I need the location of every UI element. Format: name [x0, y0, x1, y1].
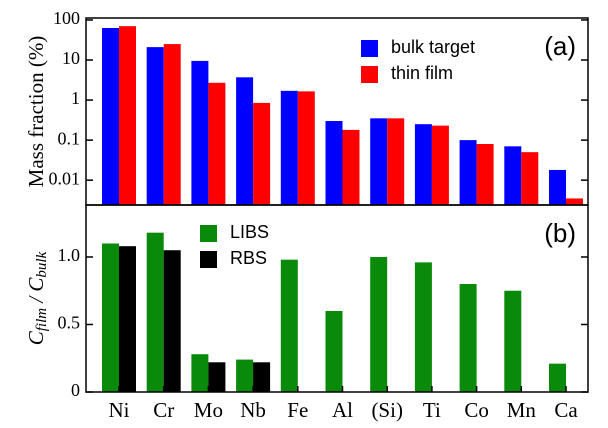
- bar: [163, 250, 181, 392]
- legend-label: RBS: [230, 248, 267, 268]
- y-axis-label-part: C: [24, 330, 48, 345]
- plot-frame: [85, 204, 589, 393]
- bar: [342, 129, 360, 205]
- bar: [566, 198, 583, 205]
- legend-label: thin film: [391, 63, 453, 83]
- bar: [521, 152, 539, 205]
- y-axis-label-part: bulk: [34, 251, 50, 277]
- bar: [476, 144, 494, 205]
- legend-swatch: [200, 225, 217, 242]
- panel-label: (b): [544, 218, 576, 248]
- y-tick-label: 1.0: [58, 245, 81, 265]
- bar: [208, 362, 226, 392]
- y-axis-label-part: / C: [24, 277, 48, 308]
- x-tick-label: Ni: [109, 398, 130, 422]
- bar: [549, 169, 566, 205]
- x-tick-label: Ca: [554, 398, 578, 422]
- x-tick-label: Fe: [287, 398, 308, 422]
- bar: [504, 290, 522, 392]
- bar: [102, 243, 119, 392]
- bar: [146, 232, 164, 392]
- bar: [191, 60, 209, 205]
- bar: [325, 121, 343, 205]
- x-tick-label: Mn: [507, 398, 537, 422]
- bar: [387, 118, 405, 205]
- bar: [236, 359, 254, 392]
- bar: [280, 90, 298, 205]
- bar: [459, 283, 477, 392]
- x-tick-label: Ti: [423, 398, 441, 422]
- bar: [414, 124, 432, 205]
- bar: [414, 262, 432, 392]
- panel-label: (a): [544, 31, 576, 61]
- bar: [102, 28, 119, 205]
- bar: [236, 77, 254, 205]
- bar: [297, 91, 315, 205]
- y-tick-label: 100: [53, 8, 80, 28]
- bar: [549, 363, 566, 392]
- bar: [280, 259, 298, 392]
- bar: [325, 310, 343, 392]
- bar: [208, 82, 226, 205]
- legend-swatch: [361, 40, 378, 57]
- y-tick-label: 0.01: [49, 168, 81, 188]
- y-tick-label: 1: [71, 88, 80, 108]
- bar: [163, 44, 181, 205]
- legend-label: bulk target: [391, 37, 475, 57]
- bar: [253, 362, 271, 392]
- legend-swatch: [200, 251, 217, 268]
- legend-swatch: [361, 66, 378, 83]
- y-axis-label-part: film: [34, 308, 50, 332]
- bar: [431, 125, 449, 205]
- y-axis-label: Cfilm / Cbulk: [24, 251, 51, 345]
- bar: [370, 256, 388, 392]
- legend-label: LIBS: [230, 222, 269, 242]
- bar: [146, 47, 164, 205]
- x-tick-label: Co: [464, 398, 489, 422]
- bar: [370, 118, 388, 205]
- bar: [119, 246, 136, 392]
- bar: [119, 26, 136, 206]
- x-tick-label: Nb: [240, 398, 266, 422]
- x-tick-label: (Si): [371, 398, 403, 422]
- y-tick-label: 10: [62, 48, 80, 68]
- y-tick-label: 0: [71, 380, 80, 400]
- y-axis-label: Mass fraction (%): [24, 36, 48, 188]
- bar: [191, 354, 209, 392]
- bar: [253, 102, 271, 205]
- bar: [459, 140, 477, 205]
- y-tick-label: 0.5: [58, 313, 81, 333]
- x-tick-label: Mo: [194, 398, 223, 422]
- y-tick-label: 0.1: [58, 128, 81, 148]
- bar: [504, 146, 522, 205]
- x-tick-label: Cr: [153, 398, 174, 422]
- x-tick-label: Al: [332, 398, 353, 422]
